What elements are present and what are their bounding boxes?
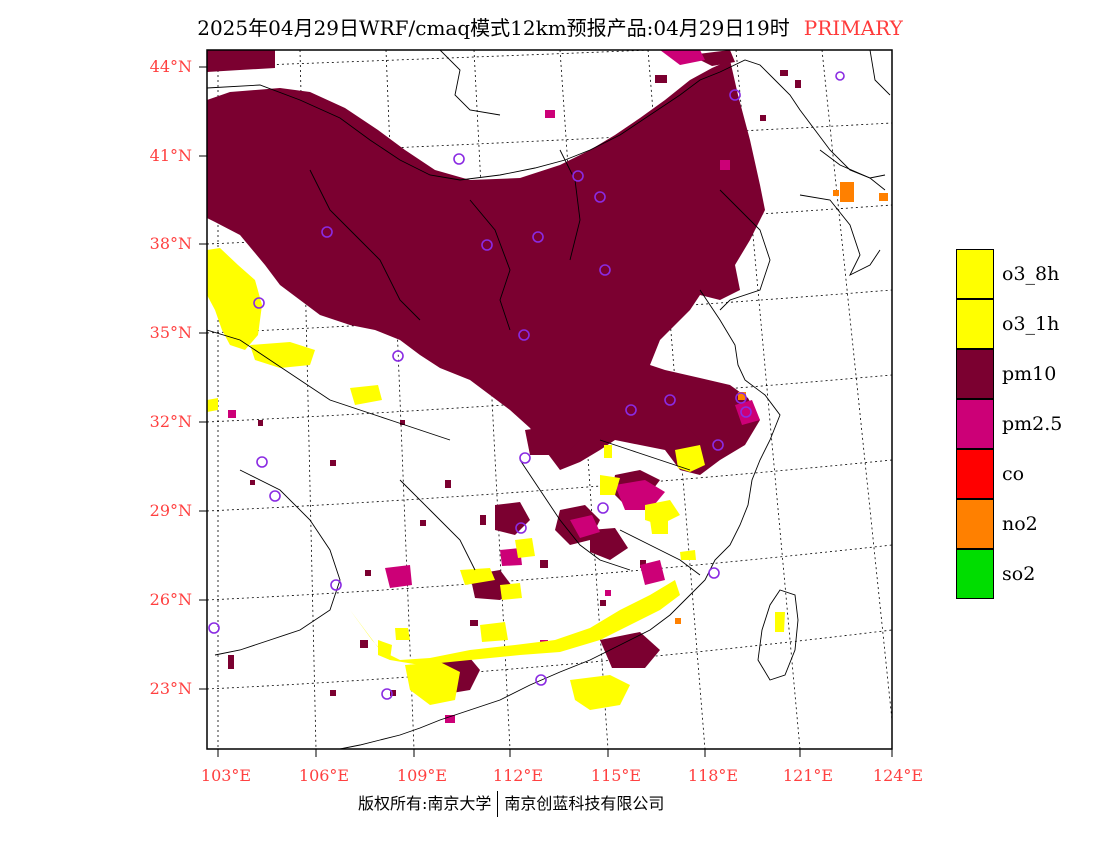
lat-tick-26: 26°N	[149, 590, 192, 609]
pm25-regions	[228, 50, 760, 723]
copyright-footer: 版权所有:南京大学 南京创蓝科技有限公司	[358, 790, 664, 817]
legend-label-co: co	[1002, 463, 1025, 485]
lat-tick-38: 38°N	[149, 234, 192, 253]
lat-tick-41: 41°N	[149, 146, 192, 165]
lon-tick-118: 118°E	[687, 766, 739, 785]
lon-tick-103: 103°E	[200, 766, 252, 785]
legend-swatch-so2	[956, 549, 994, 599]
boundaries	[207, 50, 891, 749]
legend-label-so2: so2	[1002, 563, 1036, 585]
lat-tick-35: 35°N	[149, 323, 192, 342]
legend-label-pm25: pm2.5	[1002, 413, 1063, 435]
lon-tick-106: 106°E	[298, 766, 350, 785]
legend-label-o3-1h: o3_1h	[1002, 313, 1060, 335]
no2-patches	[675, 182, 888, 624]
legend-swatch-pm25	[956, 399, 994, 449]
legend-label-no2: no2	[1002, 513, 1038, 535]
legend-label-o3-8h: o3_8h	[1002, 263, 1060, 285]
copyright-owner: 版权所有:南京大学	[358, 794, 492, 813]
legend-swatch-no2	[956, 499, 994, 549]
lon-tick-124: 124°E	[872, 766, 924, 785]
lat-tick-44: 44°N	[149, 57, 192, 76]
pm10-regions	[207, 50, 765, 695]
legend-swatch-o3-8h	[956, 249, 994, 299]
legend-swatch-pm10	[956, 349, 994, 399]
o3-regions	[207, 248, 785, 710]
footer-divider	[497, 791, 499, 817]
legend-swatch-co	[956, 449, 994, 499]
title-primary-tag: PRIMARY	[803, 16, 903, 40]
lat-tick-23: 23°N	[149, 679, 192, 698]
station-markers	[208, 71, 845, 700]
lon-tick-112: 112°E	[492, 766, 544, 785]
legend-label-pm10: pm10	[1002, 363, 1057, 385]
lat-tick-29: 29°N	[149, 501, 192, 520]
title-main: 2025年04月29日WRF/cmaq模式12km预报产品:04月29日19时	[197, 16, 790, 40]
tick-marks	[199, 66, 893, 757]
lon-tick-115: 115°E	[590, 766, 642, 785]
lon-tick-121: 121°E	[782, 766, 834, 785]
lat-tick-32: 32°N	[149, 412, 192, 431]
pm10-speckles	[228, 70, 801, 696]
map-title: 2025年04月29日WRF/cmaq模式12km预报产品:04月29日19时 P…	[0, 12, 1100, 41]
legend-swatch-o3-1h	[956, 299, 994, 349]
map-frame	[206, 49, 893, 750]
copyright-company: 南京创蓝科技有限公司	[504, 794, 665, 813]
lon-tick-109: 109°E	[396, 766, 448, 785]
